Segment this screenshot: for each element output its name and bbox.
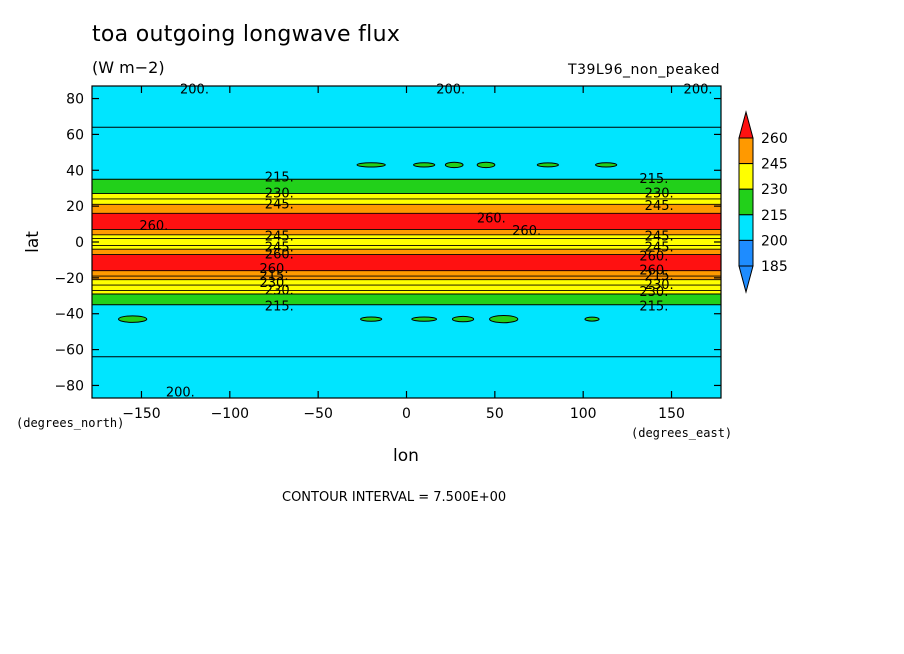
y-tick-label: −40 xyxy=(54,307,84,323)
contour-label: 245. xyxy=(265,197,294,212)
chart-title: toa outgoing longwave flux xyxy=(92,22,401,47)
x-tick-label: −50 xyxy=(303,406,333,422)
contour-label: 260. xyxy=(265,248,294,263)
contour-label: 230. xyxy=(645,278,674,293)
contour-label: 260. xyxy=(139,219,168,234)
contour-band xyxy=(92,179,721,194)
x-tick-label: 0 xyxy=(402,406,411,422)
y-tick-label: 0 xyxy=(75,235,84,251)
x-tick-label: 150 xyxy=(658,406,685,422)
contour-band xyxy=(92,270,721,280)
colorbar-label: 230 xyxy=(761,182,788,198)
contour-band xyxy=(92,279,721,294)
colorbar-label: 200 xyxy=(761,233,788,249)
contour-label: 200. xyxy=(684,83,713,98)
colorbar-label: 185 xyxy=(761,259,788,275)
contour-label: 230. xyxy=(639,285,668,300)
contour-blob xyxy=(411,316,438,322)
x-tick-label: 50 xyxy=(486,406,504,422)
contour-blob xyxy=(595,162,618,168)
contour-label: 215. xyxy=(645,269,674,284)
contour-band xyxy=(92,204,721,214)
contour-blob xyxy=(489,315,519,324)
y-tick-label: −60 xyxy=(54,343,84,359)
contour-blob xyxy=(413,162,436,168)
contour-label: 215. xyxy=(639,300,668,315)
colorbar-label: 215 xyxy=(761,208,788,224)
contour-blob xyxy=(476,161,496,169)
y-tick-label: 60 xyxy=(66,127,84,143)
y-tick-label: 20 xyxy=(66,199,84,215)
x-axis-label: lon xyxy=(393,446,419,466)
contour-blob xyxy=(118,315,148,323)
colorbar-label: 260 xyxy=(761,131,788,147)
contour-label: 215. xyxy=(639,172,668,187)
contour-blob xyxy=(444,161,464,169)
contour-blob xyxy=(356,162,386,168)
contour-label: 260. xyxy=(639,249,668,264)
contour-interval: CONTOUR INTERVAL = 7.500E+00 xyxy=(282,490,507,505)
x-tick-label: −100 xyxy=(211,406,249,422)
chart-units: (W m−2) xyxy=(92,58,165,77)
run-name: T39L96_non_peaked xyxy=(568,62,720,78)
contour-blob xyxy=(360,316,383,322)
colorbar-segment xyxy=(738,137,754,165)
contour-blob xyxy=(451,315,475,323)
contour-label: 260. xyxy=(260,262,289,277)
contour-label: 245. xyxy=(265,230,294,245)
contour-band xyxy=(92,304,721,398)
contour-label: 245. xyxy=(645,199,674,214)
contour-band xyxy=(92,213,721,230)
y-axis-label: lat xyxy=(22,231,43,253)
contour-band xyxy=(92,229,721,235)
contour-blob xyxy=(536,162,559,168)
contour-label: 245. xyxy=(265,240,294,255)
colorbar-segment xyxy=(738,214,754,241)
contour-label: 200. xyxy=(180,83,209,98)
contour-label: 215. xyxy=(265,170,294,185)
colorbar-arrow-top xyxy=(738,110,754,139)
contour-label: 230. xyxy=(265,283,294,298)
contour-label: 200. xyxy=(166,386,195,401)
y-tick-label: −80 xyxy=(54,378,84,394)
contour-band xyxy=(92,254,721,271)
x-tick-label: 100 xyxy=(570,406,597,422)
contour-band xyxy=(92,234,721,250)
colorbar-segment xyxy=(738,239,754,267)
contour-label: 245. xyxy=(645,230,674,245)
contour-label: 215. xyxy=(260,269,289,284)
contour-band xyxy=(92,86,721,180)
colorbar: 260 245 230 215 200 185 xyxy=(738,110,788,294)
contour-blob xyxy=(584,316,600,322)
contour-label: 230. xyxy=(645,187,674,202)
x-unit-label: (degrees_east) xyxy=(631,426,733,440)
contour-label: 230. xyxy=(265,187,294,202)
contour-band xyxy=(92,249,721,255)
x-tick-label: −150 xyxy=(122,406,160,422)
y-tick-label: 40 xyxy=(66,163,84,179)
contour-label: 260. xyxy=(512,224,541,239)
colorbar-segment xyxy=(738,188,754,216)
colorbar-label: 245 xyxy=(761,157,788,173)
y-tick-label: −20 xyxy=(54,271,84,287)
colorbar-arrow-bottom xyxy=(738,265,754,294)
contour-label: 245. xyxy=(645,240,674,255)
contour-label: 200. xyxy=(436,83,465,98)
contour-label: 260. xyxy=(477,212,506,227)
y-unit-label: (degrees_north) xyxy=(16,416,125,430)
y-tick-label: 80 xyxy=(66,92,84,108)
colorbar-segment xyxy=(738,163,754,190)
contour-label: 215. xyxy=(265,300,294,315)
contour-label: 230. xyxy=(260,276,289,291)
contour-band xyxy=(92,294,721,305)
contour-label: 260. xyxy=(639,264,668,279)
